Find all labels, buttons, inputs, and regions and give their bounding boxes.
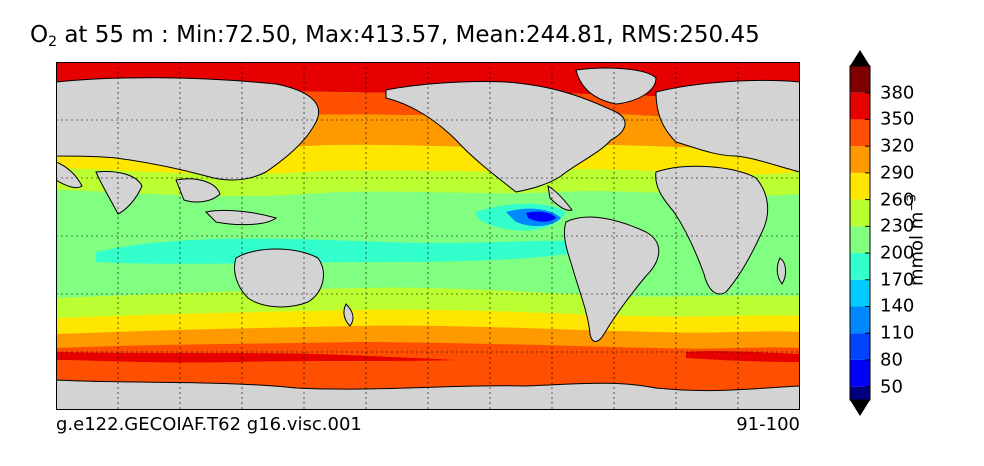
land-africa <box>655 165 769 295</box>
land-central-america <box>547 185 573 211</box>
colorbar-frame <box>849 65 871 401</box>
land-arabia <box>56 161 83 189</box>
land-asia <box>56 77 319 181</box>
colorbar-segment <box>850 333 870 360</box>
colorbar <box>849 50 871 416</box>
land-madagascar <box>776 257 787 285</box>
colorbar-segment <box>850 279 870 307</box>
colorbar-segments <box>850 66 870 400</box>
land-europe <box>655 79 800 173</box>
colorbar-label-exponent: −3 <box>904 193 919 212</box>
title-subscript: 2 <box>48 34 58 50</box>
map-frame <box>56 62 800 410</box>
title-variable: O <box>30 22 49 48</box>
colorbar-tick-label: 350 <box>880 108 915 130</box>
colorbar-tick-label: 290 <box>880 162 915 184</box>
omz-core <box>526 211 556 222</box>
colorbar-tick-label: 320 <box>880 135 915 157</box>
colorbar-segment <box>850 359 870 387</box>
colorbar-tick-label: 140 <box>880 295 915 317</box>
colorbar-tick-label: 200 <box>880 242 915 264</box>
land-greenland <box>575 67 657 105</box>
colorbar-segment <box>850 66 870 93</box>
colorbar-extend-max <box>850 50 870 66</box>
colorbar-tick-label: 80 <box>880 349 903 371</box>
colorbar-segment <box>850 146 870 173</box>
chart-title: O2 at 55 m : Min:72.50, Max:413.57, Mean… <box>30 22 760 50</box>
footer-years: 91-100 <box>736 414 800 435</box>
colorbar-segment <box>850 226 870 254</box>
colorbar-label-text: mmol m <box>906 211 928 287</box>
colorbar-tick-label: 380 <box>880 82 915 104</box>
colorbar-extend-min <box>850 400 870 416</box>
band-tropical-cyan <box>96 238 616 264</box>
colorbar-segment <box>850 172 870 200</box>
colorbar-tick-label: 230 <box>880 215 915 237</box>
colorbar-label: mmol m−3 <box>905 194 928 286</box>
land-south-america <box>563 216 660 342</box>
footer-run-name: g.e122.GECOIAF.T62 g16.visc.001 <box>56 414 362 435</box>
colorbar-segment <box>850 92 870 120</box>
colorbar-tick-label: 50 <box>880 376 903 398</box>
band-south-red <box>56 352 456 363</box>
ocean-map-svg <box>56 62 800 410</box>
ocean-map <box>56 62 800 410</box>
land-indonesia <box>204 209 278 226</box>
title-rest: at 55 m : Min:72.50, Max:413.57, Mean:24… <box>57 22 760 48</box>
land-india <box>95 171 143 215</box>
band-south-red-east <box>686 351 800 362</box>
land-australia <box>234 248 324 308</box>
colorbar-tick-label: 110 <box>880 322 915 344</box>
land-new-zealand <box>343 303 354 327</box>
colorbar-segment <box>850 306 870 334</box>
gridlines <box>56 62 800 410</box>
colorbar-tick-label: 260 <box>880 189 915 211</box>
colorbar-segment <box>850 386 870 400</box>
colorbar-segment <box>850 253 870 280</box>
colorbar-tick-label: 170 <box>880 269 915 291</box>
colorbar-segment <box>850 119 870 147</box>
land-north-america <box>385 80 626 193</box>
land-se-asia <box>175 178 221 203</box>
colorbar-segment <box>850 199 870 227</box>
